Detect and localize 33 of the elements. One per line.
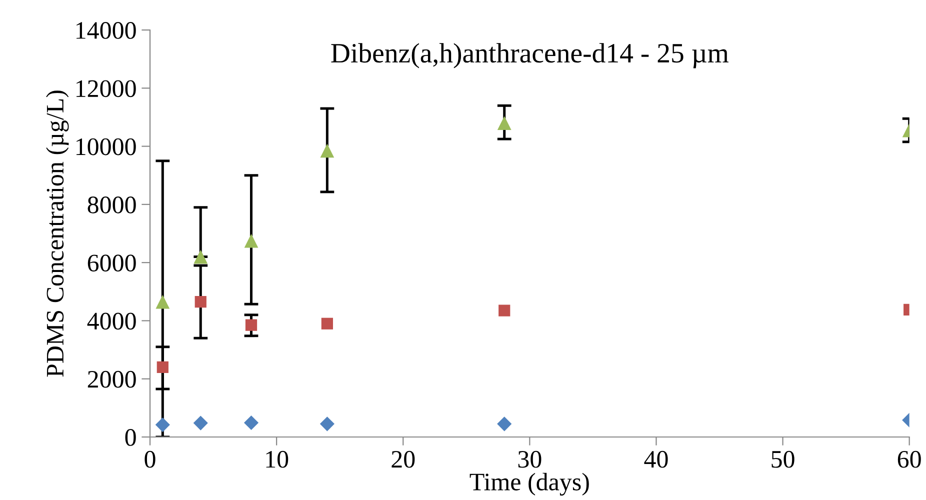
point xyxy=(155,418,170,432)
point xyxy=(321,318,333,330)
y-tick-label: 10000 xyxy=(76,138,136,156)
point xyxy=(498,304,510,316)
point xyxy=(244,415,259,430)
x-tick-label: 60 xyxy=(898,450,921,468)
x-tick-label: 30 xyxy=(518,450,542,468)
y-tick-label: 2000 xyxy=(88,370,136,388)
y-tick-label: 0 xyxy=(125,429,136,446)
point xyxy=(320,144,334,158)
point xyxy=(156,294,170,309)
y-tick-label: 12000 xyxy=(76,80,136,98)
x-axis-title: Time (days) xyxy=(470,472,589,496)
x-tick-label: 10 xyxy=(266,450,288,468)
point xyxy=(194,296,206,308)
x-tick-label: 50 xyxy=(772,450,794,468)
point xyxy=(320,416,334,432)
y-tick-label: 4000 xyxy=(87,312,136,330)
y-axis-title: PDMS Concentration (µg/L) xyxy=(46,90,69,377)
y-tick-label: 6000 xyxy=(88,254,136,272)
point xyxy=(156,361,168,374)
point xyxy=(244,234,258,248)
point xyxy=(194,250,208,264)
chart-title: Dibenz(a,h)anthracene-d14 - 25 µm xyxy=(331,43,729,68)
x-tick-label: 20 xyxy=(392,450,415,468)
x-tick-label: 0 xyxy=(144,450,156,468)
point xyxy=(245,319,258,331)
point xyxy=(497,116,512,130)
y-tick-label: 14000 xyxy=(76,22,136,39)
y-tick-label: 8000 xyxy=(88,196,136,214)
point xyxy=(497,416,512,432)
point xyxy=(193,416,208,430)
x-tick-label: 40 xyxy=(644,450,668,468)
